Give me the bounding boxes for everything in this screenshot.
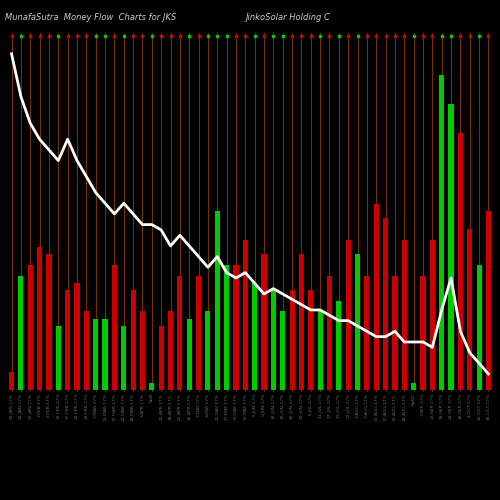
Bar [28, 265, 33, 390]
Bar [178, 276, 182, 390]
Bar [186, 318, 192, 390]
Bar [206, 312, 210, 390]
Bar [262, 254, 266, 390]
Bar [46, 254, 52, 390]
Bar [486, 211, 491, 390]
Bar [158, 326, 164, 390]
Bar [346, 240, 351, 390]
Bar [18, 276, 24, 390]
Bar [9, 372, 14, 390]
Bar [411, 383, 416, 390]
Bar [102, 318, 108, 390]
Bar [224, 265, 229, 390]
Bar [430, 240, 435, 390]
Bar [65, 290, 70, 390]
Text: JinkoSolar Holding C: JinkoSolar Holding C [245, 12, 330, 22]
Text: MunafaSutra  Money Flow  Charts for JKS: MunafaSutra Money Flow Charts for JKS [5, 12, 176, 22]
Bar [243, 240, 248, 390]
Bar [308, 290, 314, 390]
Bar [467, 229, 472, 390]
Bar [74, 283, 80, 390]
Bar [458, 132, 463, 390]
Bar [290, 290, 294, 390]
Bar [327, 276, 332, 390]
Bar [252, 283, 257, 390]
Bar [374, 204, 379, 390]
Bar [439, 76, 444, 390]
Bar [149, 383, 154, 390]
Bar [392, 276, 398, 390]
Bar [37, 247, 42, 390]
Bar [93, 318, 98, 390]
Bar [280, 312, 285, 390]
Bar [168, 312, 173, 390]
Bar [318, 312, 322, 390]
Bar [130, 290, 136, 390]
Bar [299, 254, 304, 390]
Bar [402, 240, 407, 390]
Bar [84, 312, 89, 390]
Bar [448, 104, 454, 390]
Bar [355, 254, 360, 390]
Bar [56, 326, 61, 390]
Bar [214, 211, 220, 390]
Bar [234, 265, 238, 390]
Bar [196, 276, 201, 390]
Bar [271, 290, 276, 390]
Bar [420, 276, 426, 390]
Bar [121, 326, 126, 390]
Bar [140, 312, 145, 390]
Bar [364, 276, 370, 390]
Bar [336, 300, 342, 390]
Bar [383, 218, 388, 390]
Bar [112, 265, 117, 390]
Bar [476, 265, 482, 390]
